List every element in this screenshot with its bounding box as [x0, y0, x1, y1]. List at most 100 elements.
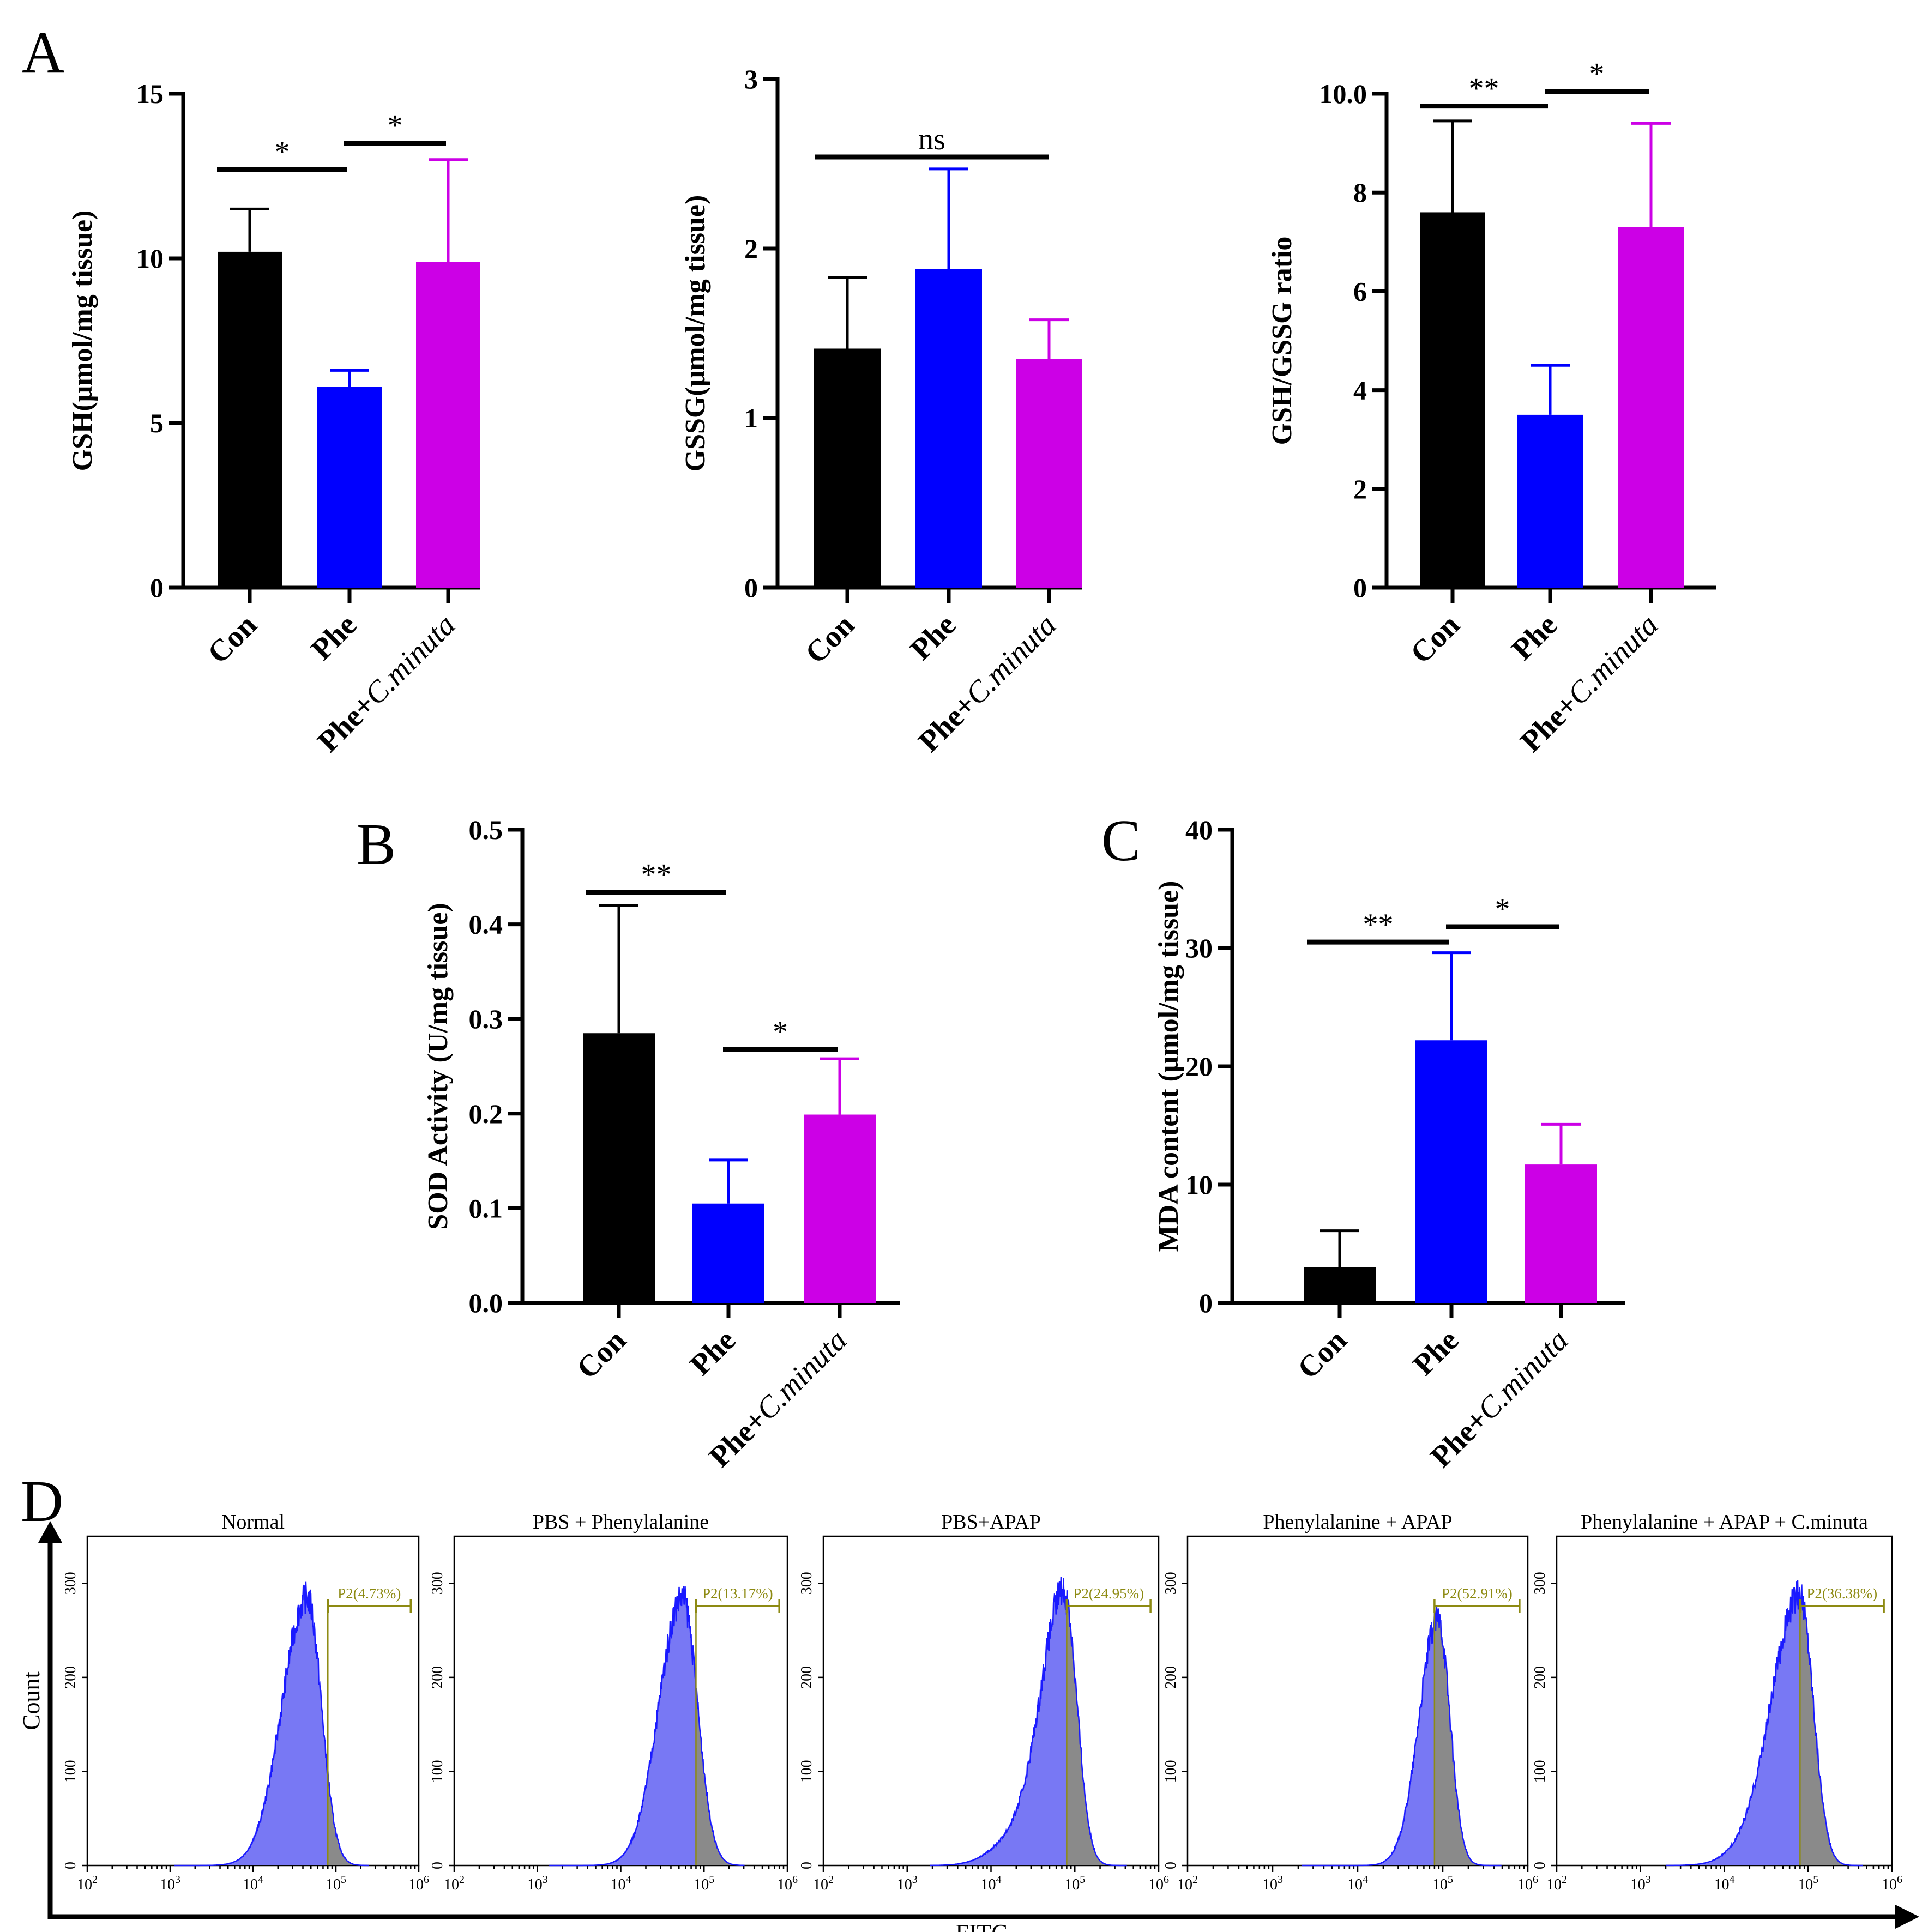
- y-tick-label: 0.2: [469, 1098, 503, 1129]
- bar-1: [1415, 1040, 1487, 1303]
- significance-label-0: *: [275, 135, 290, 169]
- x-category-label: Phe: [684, 1323, 743, 1382]
- gate-label: P2(24.95%): [1073, 1585, 1144, 1602]
- y-tick-label: 100: [1532, 1760, 1549, 1783]
- x-tick-label: 106: [1882, 1874, 1902, 1893]
- y-tick-label: 0: [62, 1862, 79, 1869]
- y-tick-label: 0: [798, 1862, 815, 1869]
- y-tick-label: 6: [1353, 276, 1367, 306]
- x-tick-label: 104: [981, 1874, 1002, 1893]
- y-tick-label: 100: [62, 1760, 79, 1783]
- histogram-fill: [930, 1577, 1127, 1865]
- bar-0: [583, 1033, 655, 1303]
- histogram-gated-fill: [696, 1688, 745, 1865]
- count-axis-label: Count: [18, 1671, 45, 1730]
- x-category-label: Phe: [1407, 1323, 1466, 1382]
- y-tick-label: 30: [1185, 933, 1213, 963]
- y-tick-label: 0: [429, 1862, 446, 1869]
- y-tick-label: 300: [1162, 1572, 1179, 1595]
- x-tick-label: 103: [160, 1874, 180, 1893]
- y-tick-label: 4: [1353, 375, 1367, 406]
- sod-activity-bar-chart: 0.0 0.1 0.2 0.3 0.4 0.5 SOD Activity (U/mg tis…: [423, 814, 900, 1474]
- x-tick-label: 105: [1432, 1874, 1453, 1893]
- x-tick-label: 103: [897, 1874, 918, 1893]
- histogram-gated-fill: [1067, 1590, 1127, 1865]
- histogram-gated-fill: [1800, 1584, 1863, 1865]
- mda-content-bar-chart: 0 10 20 30 40 MDA content (μmol/mg tissue) Con…: [1153, 814, 1625, 1474]
- y-axis-label: GSH/GSSG ratio: [1267, 237, 1298, 445]
- x-category-label: Phe: [305, 608, 364, 667]
- histogram-panel-1: PBS + Phenylalanine 0 100 200 300 102 103 104 10…: [429, 1511, 798, 1893]
- y-tick-label: 0: [744, 572, 758, 603]
- x-tick-label: 102: [1546, 1874, 1567, 1893]
- y-tick-label: 0.4: [469, 909, 503, 940]
- y-tick-label: 10: [136, 243, 164, 274]
- bar-1: [692, 1203, 764, 1303]
- x-tick-label: 104: [1714, 1874, 1735, 1893]
- x-tick-label: 103: [1262, 1874, 1283, 1893]
- significance-label-0: **: [641, 858, 672, 892]
- bar-2: [1016, 359, 1082, 588]
- y-tick-label: 0: [1162, 1862, 1179, 1869]
- histogram-outline: [1666, 1580, 1863, 1867]
- y-tick-label: 10: [1185, 1169, 1213, 1200]
- y-tick-label: 5: [150, 408, 164, 438]
- bar-0: [814, 348, 881, 588]
- x-tick-label: 102: [813, 1874, 834, 1893]
- significance-label-0: ns: [918, 123, 945, 156]
- y-tick-label: 0.3: [469, 1004, 503, 1034]
- count-axis-arrowhead: [38, 1521, 62, 1543]
- y-tick-label: 0.0: [469, 1288, 503, 1318]
- significance-label-1: *: [773, 1015, 788, 1049]
- histogram-fill: [1666, 1580, 1863, 1865]
- y-tick-label: 3: [744, 64, 758, 94]
- x-tick-label: 104: [243, 1874, 263, 1893]
- bar-2: [804, 1114, 876, 1303]
- x-tick-label: 106: [777, 1874, 798, 1893]
- x-tick-label: 102: [1177, 1874, 1198, 1893]
- x-category-label: Con: [1404, 608, 1466, 670]
- x-tick-label: 102: [444, 1874, 465, 1893]
- y-tick-label: 200: [429, 1666, 446, 1689]
- x-tick-label: 106: [1517, 1874, 1538, 1893]
- y-tick-label: 15: [136, 79, 164, 109]
- x-tick-label: 103: [527, 1874, 548, 1893]
- y-tick-label: 300: [429, 1572, 446, 1595]
- gate-label: P2(4.73%): [338, 1585, 401, 1602]
- x-tick-label: 103: [1630, 1874, 1651, 1893]
- y-tick-label: 0: [1199, 1288, 1213, 1318]
- x-tick-label: 105: [694, 1874, 714, 1893]
- y-tick-label: 20: [1185, 1051, 1213, 1082]
- bar-1: [1517, 414, 1583, 588]
- y-tick-label: 200: [1162, 1666, 1179, 1689]
- bar-0: [1420, 212, 1485, 588]
- fitc-axis-label: FITC: [955, 1919, 1007, 1932]
- x-tick-label: 105: [326, 1874, 346, 1893]
- y-tick-label: 100: [798, 1760, 815, 1783]
- gate-label: P2(13.17%): [702, 1585, 773, 1602]
- x-tick-label: 104: [611, 1874, 631, 1893]
- y-tick-label: 300: [62, 1572, 79, 1595]
- y-tick-label: 8: [1353, 177, 1367, 208]
- bar-1: [915, 269, 982, 588]
- y-tick-label: 200: [798, 1666, 815, 1689]
- y-tick-label: 2: [1353, 474, 1367, 504]
- y-tick-label: 10.0: [1320, 79, 1367, 109]
- histogram-title: Phenylalanine + APAP + C.minuta: [1581, 1511, 1868, 1533]
- gate-label: P2(52.91%): [1442, 1585, 1513, 1602]
- histogram-gated-fill: [1434, 1606, 1502, 1865]
- bar-1: [317, 387, 382, 588]
- bar-2: [1525, 1164, 1597, 1303]
- x-category-label: Con: [799, 608, 861, 670]
- y-tick-label: 300: [1532, 1572, 1549, 1595]
- bar-0: [1304, 1267, 1376, 1303]
- y-axis-label: MDA content (μmol/mg tissue): [1153, 881, 1184, 1252]
- x-tick-label: 105: [1798, 1874, 1818, 1893]
- x-category-label: Con: [570, 1323, 632, 1385]
- panel-letter-C: C: [1101, 808, 1141, 873]
- histogram-outline: [930, 1577, 1127, 1867]
- histogram-fill: [549, 1586, 745, 1865]
